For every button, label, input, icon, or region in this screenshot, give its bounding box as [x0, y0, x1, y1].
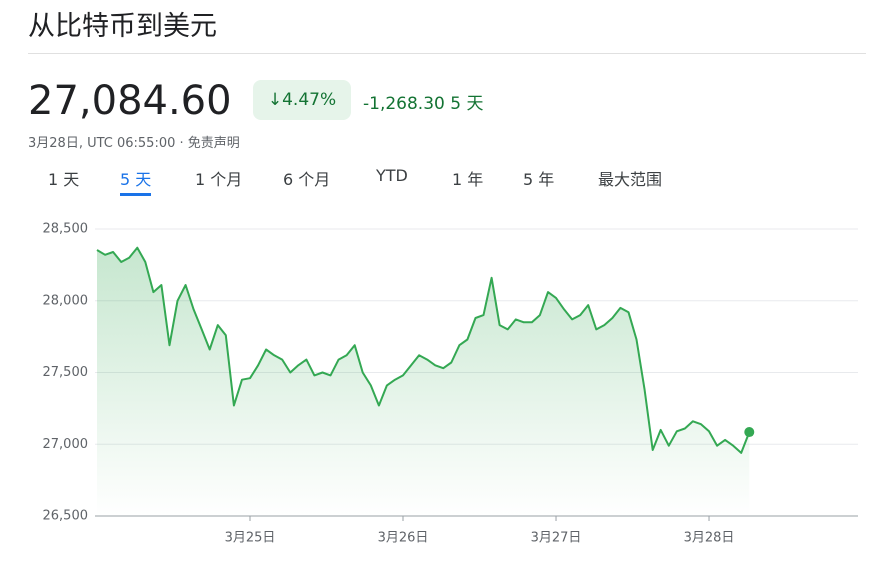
- range-tab[interactable]: YTD: [376, 166, 408, 185]
- range-tab[interactable]: 1 天: [48, 170, 80, 189]
- change: -1,268.30 5 天: [363, 89, 483, 114]
- disclaimer-link[interactable]: 免责声明: [187, 136, 240, 151]
- range-tab[interactable]: 最大范围: [598, 170, 663, 189]
- y-tick-label: 26,500: [43, 509, 89, 524]
- y-tick-label: 28,000: [43, 293, 89, 308]
- title: 从比特币到美元: [28, 11, 217, 42]
- price: 27,084.60: [28, 78, 232, 124]
- arrow: ↓: [267, 90, 283, 110]
- last-point: [744, 427, 755, 438]
- x-tick-label: 3月28日: [684, 531, 735, 546]
- timestamp: 3月28日, UTC 06:55:00: [28, 136, 176, 151]
- x-tick-label: 3月27日: [531, 531, 582, 546]
- x-tick-label: 3月25日: [225, 531, 276, 546]
- change-percent: 4.47%: [282, 90, 337, 110]
- separator: [28, 53, 866, 54]
- range-tab[interactable]: 1 个月: [195, 170, 243, 189]
- y-tick-label: 27,000: [43, 437, 89, 452]
- area-fill: [97, 247, 750, 516]
- change-badge: ↓ 4.47%: [253, 80, 351, 120]
- y-tick-label: 28,500: [43, 222, 89, 237]
- range-tab[interactable]: 5 天: [120, 166, 152, 196]
- timestamp-line: 3月28日, UTC 06:55:00 · 免责声明: [28, 136, 240, 151]
- y-tick-label: 27,500: [43, 365, 89, 380]
- change-value: -1,268.30: [363, 94, 445, 114]
- price-line: [96, 246, 751, 454]
- x-tick-label: 3月26日: [378, 531, 429, 546]
- range-tab[interactable]: 6 个月: [283, 170, 331, 189]
- change-period: 5 天: [450, 94, 484, 114]
- range-tab[interactable]: 5 年: [523, 170, 555, 189]
- range-tab[interactable]: 1 年: [452, 170, 484, 189]
